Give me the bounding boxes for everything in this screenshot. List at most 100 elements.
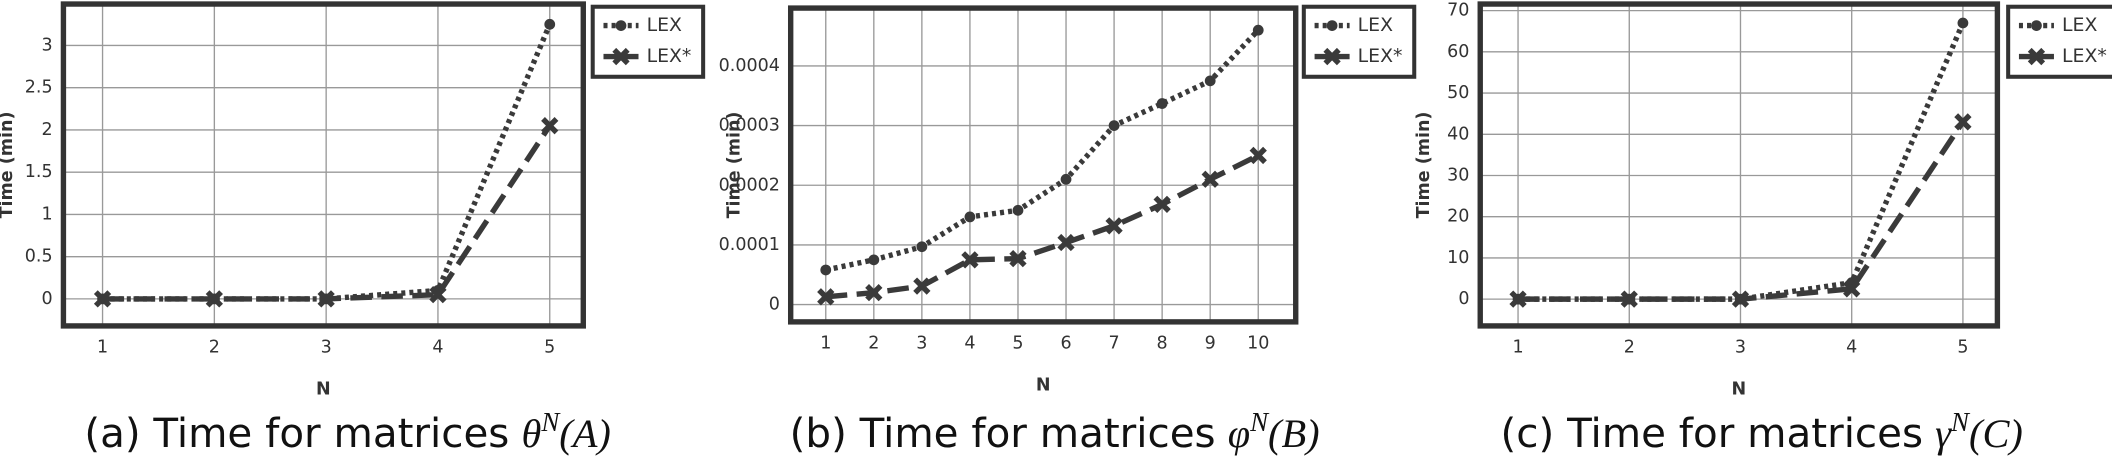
plot-frame — [787, 5, 1299, 325]
point — [429, 286, 447, 304]
x-tick-label: 3 — [321, 337, 332, 357]
legend-label: LEX — [1358, 15, 1393, 36]
series-line — [825, 153, 1260, 300]
y-tick-label: 1.5 — [25, 162, 53, 182]
caption-text: (c) Time for matrices — [1501, 409, 1923, 457]
point — [817, 288, 835, 306]
legend: LEX LEX* — [590, 4, 706, 79]
caption: (a) Time for matrices θN(A) — [84, 407, 611, 457]
y-tick-label: 2.5 — [25, 78, 53, 98]
point — [865, 284, 883, 302]
y-axis-label: Time (min) — [0, 112, 17, 219]
y-tick-label: 30 — [1447, 165, 1469, 185]
y-axis-label: Time (min) — [1414, 112, 1434, 219]
point — [964, 211, 976, 223]
caption-symbol: γ — [1935, 411, 1952, 456]
y-tick-label: 0 — [42, 289, 53, 309]
series-line — [825, 28, 1261, 273]
x-tick-label: 2 — [868, 333, 879, 353]
y-tick-label: 10 — [1447, 248, 1469, 268]
point — [1012, 204, 1024, 216]
y-tick-label: 40 — [1447, 124, 1469, 144]
point — [1954, 113, 1972, 131]
plot-frame — [1477, 1, 2001, 329]
caption-argument: (A) — [559, 411, 611, 456]
y-tick-label: 0.0002 — [719, 175, 780, 195]
x-tick-label: 4 — [1846, 337, 1857, 357]
x-tick-label: 5 — [1012, 333, 1023, 353]
y-tick-label: 1 — [42, 204, 53, 224]
x-tick-label: 5 — [544, 337, 555, 357]
x-tick-label: 10 — [1247, 333, 1269, 353]
point — [1252, 24, 1264, 36]
panel: 0 0.0001 0.0002 0.0003 0.0004 1 2 3 4 5 6 7 8 9 10 N Tim… — [719, 4, 1417, 457]
panel: 0 10 20 30 40 50 60 70 1 2 3 4 5 N Time (min) LEX LEX* (c… — [1414, 1, 2112, 457]
point — [1249, 146, 1267, 165]
x-tick-label: 6 — [1060, 333, 1071, 353]
point — [1105, 217, 1123, 235]
y-tick-label: 0.0004 — [719, 56, 780, 76]
x-tick-label: 5 — [1957, 337, 1968, 357]
legend-label: LEX — [647, 15, 682, 36]
panel: 0 0.5 1 1.5 2 2.5 3 1 2 3 4 5 N Time (min) LEX LEX* (a) … — [0, 1, 706, 457]
y-tick-label: 0.0003 — [719, 116, 780, 136]
legend-box — [2006, 4, 2112, 79]
x-tick-label: 1 — [97, 337, 108, 357]
point — [868, 254, 880, 266]
legend-label: LEX — [2062, 15, 2097, 36]
point — [1957, 17, 1969, 29]
y-axis-label: Time (min) — [725, 112, 745, 219]
x-tick-label: 1 — [820, 333, 831, 353]
x-axis-label: N — [1036, 376, 1051, 396]
point — [1060, 173, 1072, 185]
legend-marker — [2031, 20, 2042, 31]
point — [93, 290, 112, 308]
caption-text: (b) Time for matrices — [790, 409, 1216, 457]
y-tick-label: 20 — [1447, 207, 1469, 227]
point — [820, 264, 832, 276]
y-tick-label: 0 — [769, 295, 780, 315]
y-tick-label: 3 — [42, 35, 53, 55]
point — [1108, 120, 1120, 131]
y-tick-label: 70 — [1447, 1, 1469, 21]
point — [1156, 98, 1168, 109]
caption-argument: (B) — [1268, 411, 1320, 456]
x-tick-label: 1 — [1512, 337, 1523, 357]
legend-marker — [2027, 47, 2046, 66]
point — [913, 277, 931, 295]
caption-argument: (C) — [1969, 411, 2023, 456]
plot-area — [790, 8, 1296, 322]
point — [1057, 233, 1075, 252]
y-tick-label: 0 — [1458, 289, 1469, 309]
caption-symbol: φ — [1228, 411, 1250, 456]
legend-marker — [612, 47, 630, 66]
point — [317, 290, 335, 308]
legend-label: LEX* — [1358, 46, 1403, 67]
point — [1204, 75, 1216, 87]
x-tick-label: 3 — [1735, 337, 1746, 357]
point — [1620, 290, 1638, 308]
legend-label: LEX* — [647, 46, 692, 67]
legend-label: LEX* — [2062, 46, 2107, 67]
point — [1009, 250, 1027, 268]
x-tick-label: 2 — [209, 337, 220, 357]
x-tick-label: 8 — [1157, 333, 1168, 353]
x-tick-label: 2 — [1624, 337, 1635, 357]
x-axis-label: N — [316, 380, 331, 400]
point — [1843, 280, 1861, 298]
caption-superscript: N — [1249, 407, 1270, 437]
caption-superscript: N — [540, 407, 561, 437]
y-tick-label: 50 — [1447, 83, 1469, 103]
legend: LEX LEX* — [1301, 4, 1417, 79]
point — [1201, 170, 1219, 188]
x-tick-label: 9 — [1205, 333, 1216, 353]
point — [1153, 195, 1171, 213]
plot-area — [1480, 4, 1998, 326]
plot-area — [63, 4, 584, 326]
caption-superscript: N — [1950, 407, 1971, 437]
legend-box — [590, 4, 706, 79]
point — [916, 241, 928, 253]
caption-symbol: θ — [521, 411, 541, 456]
point — [205, 290, 223, 308]
